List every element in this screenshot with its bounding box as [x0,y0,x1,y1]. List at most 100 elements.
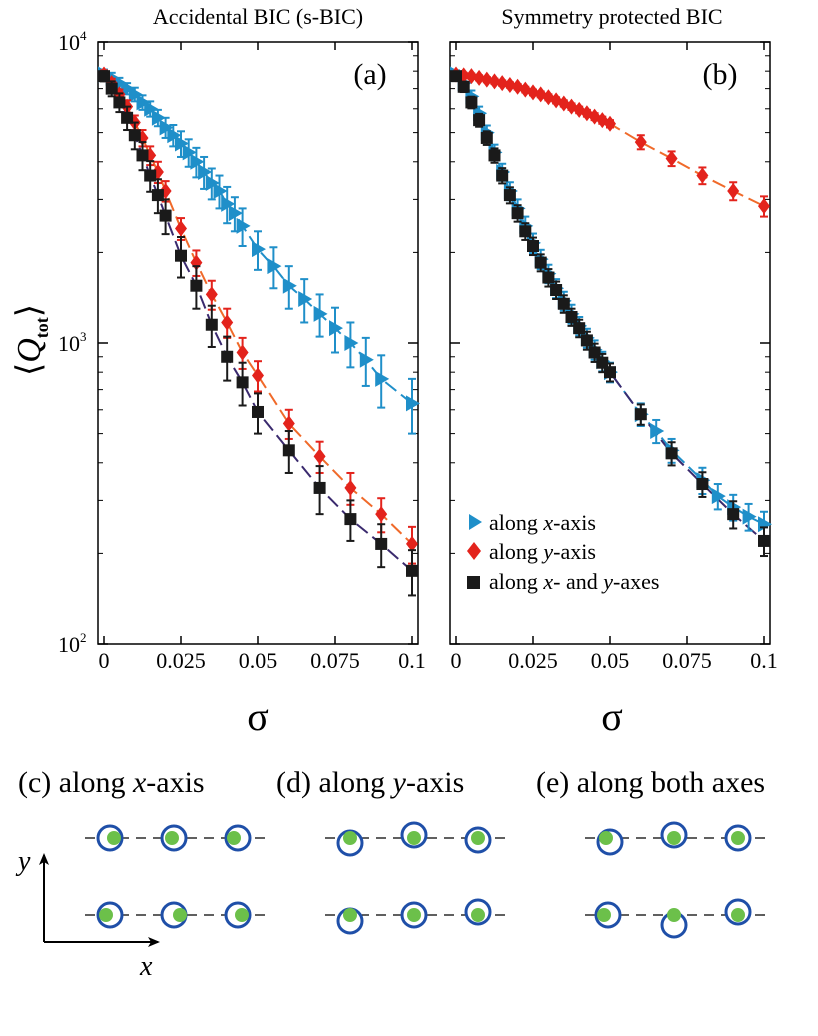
x-tick-label-a: 0 [99,648,110,673]
data-point-y-axis-a [313,448,326,465]
data-point-both-axes-b [511,207,524,220]
data-point-x-axis-a [344,335,359,351]
data-point-both-axes-a [205,318,218,331]
data-point-both-axes-b [573,322,586,335]
data-point-x-axis-a [406,395,420,412]
particle-dot [407,908,421,922]
data-point-both-axes-b [565,311,578,324]
data-point-x-axis-a [151,109,166,126]
y-tick-label-10000: 104 [58,28,87,55]
data-point-both-axes-b [550,283,563,296]
data-point-both-axes-b [696,478,709,491]
data-point-both-axes-a [144,169,157,182]
fit-line-b-1 [455,73,765,207]
panel-b-title: Symmetry protected BIC [501,4,722,29]
data-point-x-axis-a [236,217,251,234]
schematics [85,821,765,939]
x-tick-label-a: 0.075 [310,648,360,673]
data-point-x-axis-a [128,86,143,103]
x-tick-label-a: 0.05 [239,648,278,673]
panel-b-x-axis-label: σ [601,694,623,739]
data-point-y-axis-b [496,75,509,92]
data-point-y-axis-b [480,71,493,88]
particle-dot [599,831,613,845]
panel-a-x-axis-label: σ [247,694,269,739]
data-point-x-axis-a [167,127,182,144]
particle-dot [667,908,681,922]
data-point-y-axis-b [527,84,539,101]
data-point-both-axes-b [596,356,609,369]
data-point-both-axes-a [128,129,141,142]
legend-marker-y-axis [467,542,481,560]
data-point-both-axes-a [136,149,149,162]
data-point-both-axes-a [252,405,264,418]
data-point-both-axes-b [488,149,501,162]
data-point-y-axis-b [488,73,501,90]
data-point-x-axis-a [190,153,205,170]
data-point-x-axis-a [313,305,328,322]
data-point-x-axis-a [329,320,343,337]
data-point-x-axis-a [221,195,236,212]
data-point-x-axis-a [375,370,390,387]
data-point-x-axis-a [159,119,174,136]
data-point-y-axis-a [252,367,264,384]
particle-dot [597,908,611,922]
data-point-both-axes-a [105,82,118,95]
x-tick-label-b: 0.075 [662,648,712,673]
data-point-y-axis-b [604,115,616,132]
data-point-both-axes-a [344,513,357,526]
data-point-x-axis-a [175,135,189,152]
data-point-both-axes-a [159,209,172,222]
data-point-both-axes-b [534,256,547,269]
particle-dot [731,908,745,922]
data-point-both-axes-b [588,346,601,359]
data-point-y-axis-a [221,314,234,331]
data-point-both-axes-a [221,350,234,363]
data-point-x-axis-a [252,241,266,258]
particle-dot [107,831,121,845]
data-point-both-axes-a [151,189,164,202]
particle-dot [343,831,357,845]
data-point-x-axis-a [359,351,374,368]
data-point-y-axis-b [727,182,740,199]
data-point-x-axis-a [205,175,220,192]
particle-dot [173,908,187,922]
data-point-both-axes-b [480,131,493,144]
legend-marker-x-axis [469,514,482,530]
x-tick-label-a: 0.1 [398,648,426,673]
data-point-both-axes-b [634,408,647,421]
data-point-both-axes-b [465,96,478,109]
data-point-both-axes-a [236,376,249,389]
y-tick-label-1000: 103 [58,329,87,356]
data-point-y-axis-a [236,344,249,361]
fit-line-b-2 [455,75,765,542]
data-point-both-axes-b [665,447,678,460]
particle-dot [471,908,485,922]
data-point-both-axes-b [604,366,616,379]
data-point-both-axes-b [450,70,462,83]
panel-b-tag: (b) [703,58,738,91]
fit-line-a-1 [103,73,413,545]
legend: along x-axis along y-axis along x- and y… [467,510,659,594]
x-tick-label-b: 0.05 [591,648,630,673]
data-point-both-axes-a [98,70,110,83]
data-point-x-axis-a [198,163,213,180]
particle-dot [471,831,485,845]
data-point-both-axes-a [375,537,388,550]
coord-x-label: x [139,951,153,982]
data-point-y-axis-a [375,506,388,523]
data-point-both-axes-b [457,80,470,93]
data-point-both-axes-a [175,249,187,262]
legend-label-x-axis: along x-axis [489,510,596,535]
panel-a-title: Accidental BIC (s-BIC) [153,4,363,29]
data-point-both-axes-a [190,279,203,292]
data-point-x-axis-a [282,277,297,294]
x-tick-label-b: 0.1 [750,648,778,673]
data-point-y-axis-b [634,134,647,151]
y-axis-label: ⟨Qtot⟩ [11,304,52,376]
data-point-x-axis-a [144,100,159,117]
particle-dot [165,831,179,845]
data-point-y-axis-b [696,167,709,184]
data-point-x-axis-a [213,182,228,199]
